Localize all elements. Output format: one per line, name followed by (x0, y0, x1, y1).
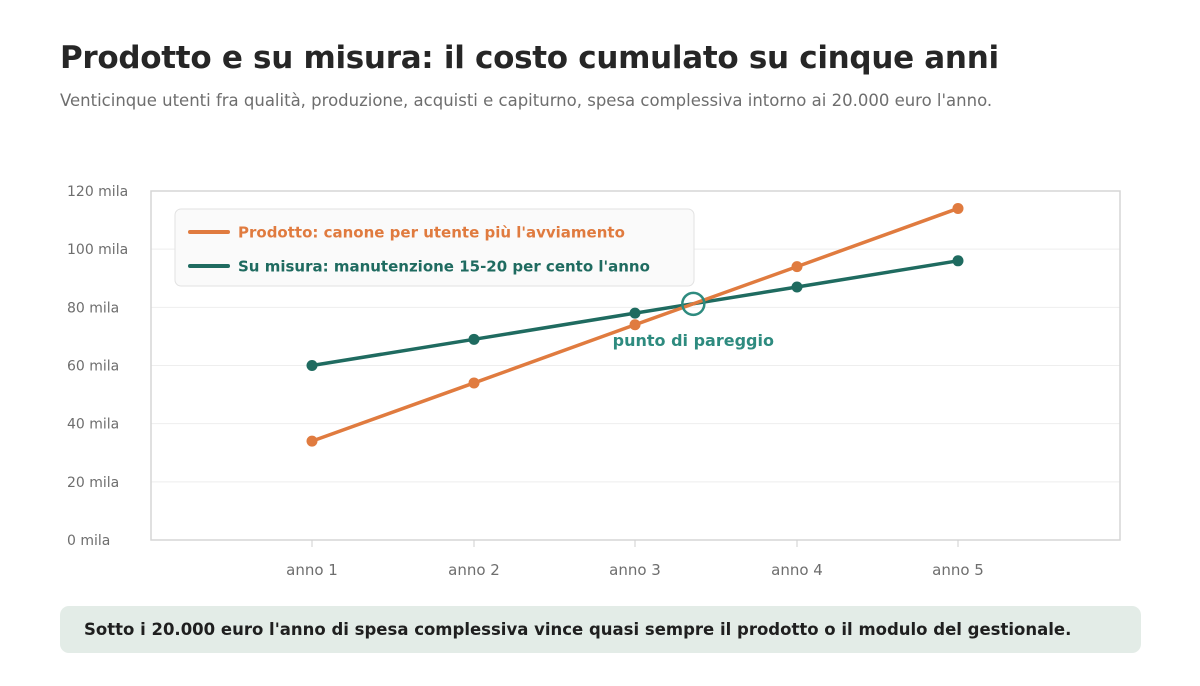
break-even-label: punto di pareggio (613, 331, 774, 350)
takeaway-callout: Sotto i 20.000 euro l'anno di spesa comp… (60, 606, 1141, 653)
x-tick-label: anno 1 (286, 561, 338, 579)
legend-label-prodotto: Prodotto: canone per utente più l'avviam… (238, 224, 625, 242)
x-tick-label: anno 4 (771, 561, 823, 579)
takeaway-text: Sotto i 20.000 euro l'anno di spesa comp… (84, 620, 1072, 639)
data-point-su-misura (791, 281, 803, 293)
x-tick-label: anno 5 (932, 561, 984, 579)
y-tick-label: 60 mila (67, 359, 119, 375)
y-tick-label: 120 mila (67, 184, 128, 200)
legend-label-su-misura: Su misura: manutenzione 15-20 per cento … (238, 258, 650, 276)
y-tick-label: 100 mila (67, 242, 128, 258)
y-tick-label: 40 mila (67, 417, 119, 433)
x-tick-label: anno 2 (448, 561, 500, 579)
chart-title: Prodotto e su misura: il costo cumulato … (60, 40, 999, 76)
y-tick-label: 20 mila (67, 475, 119, 491)
data-point-su-misura (952, 255, 964, 267)
y-tick-label: 0 mila (67, 533, 110, 549)
break-even-marker (681, 291, 706, 317)
data-point-su-misura (468, 333, 480, 345)
data-point-su-misura (306, 360, 318, 371)
data-point-prodotto (952, 202, 964, 214)
chart-subtitle: Venticinque utenti fra qualità, produzio… (60, 91, 993, 110)
data-point-prodotto (306, 435, 318, 447)
y-tick-label: 80 mila (67, 300, 119, 316)
legend-box (174, 208, 695, 287)
data-point-prodotto (468, 377, 480, 389)
data-point-su-misura (629, 307, 641, 319)
x-tick-label: anno 3 (609, 561, 661, 579)
data-point-prodotto (629, 319, 641, 331)
data-point-prodotto (791, 261, 803, 273)
